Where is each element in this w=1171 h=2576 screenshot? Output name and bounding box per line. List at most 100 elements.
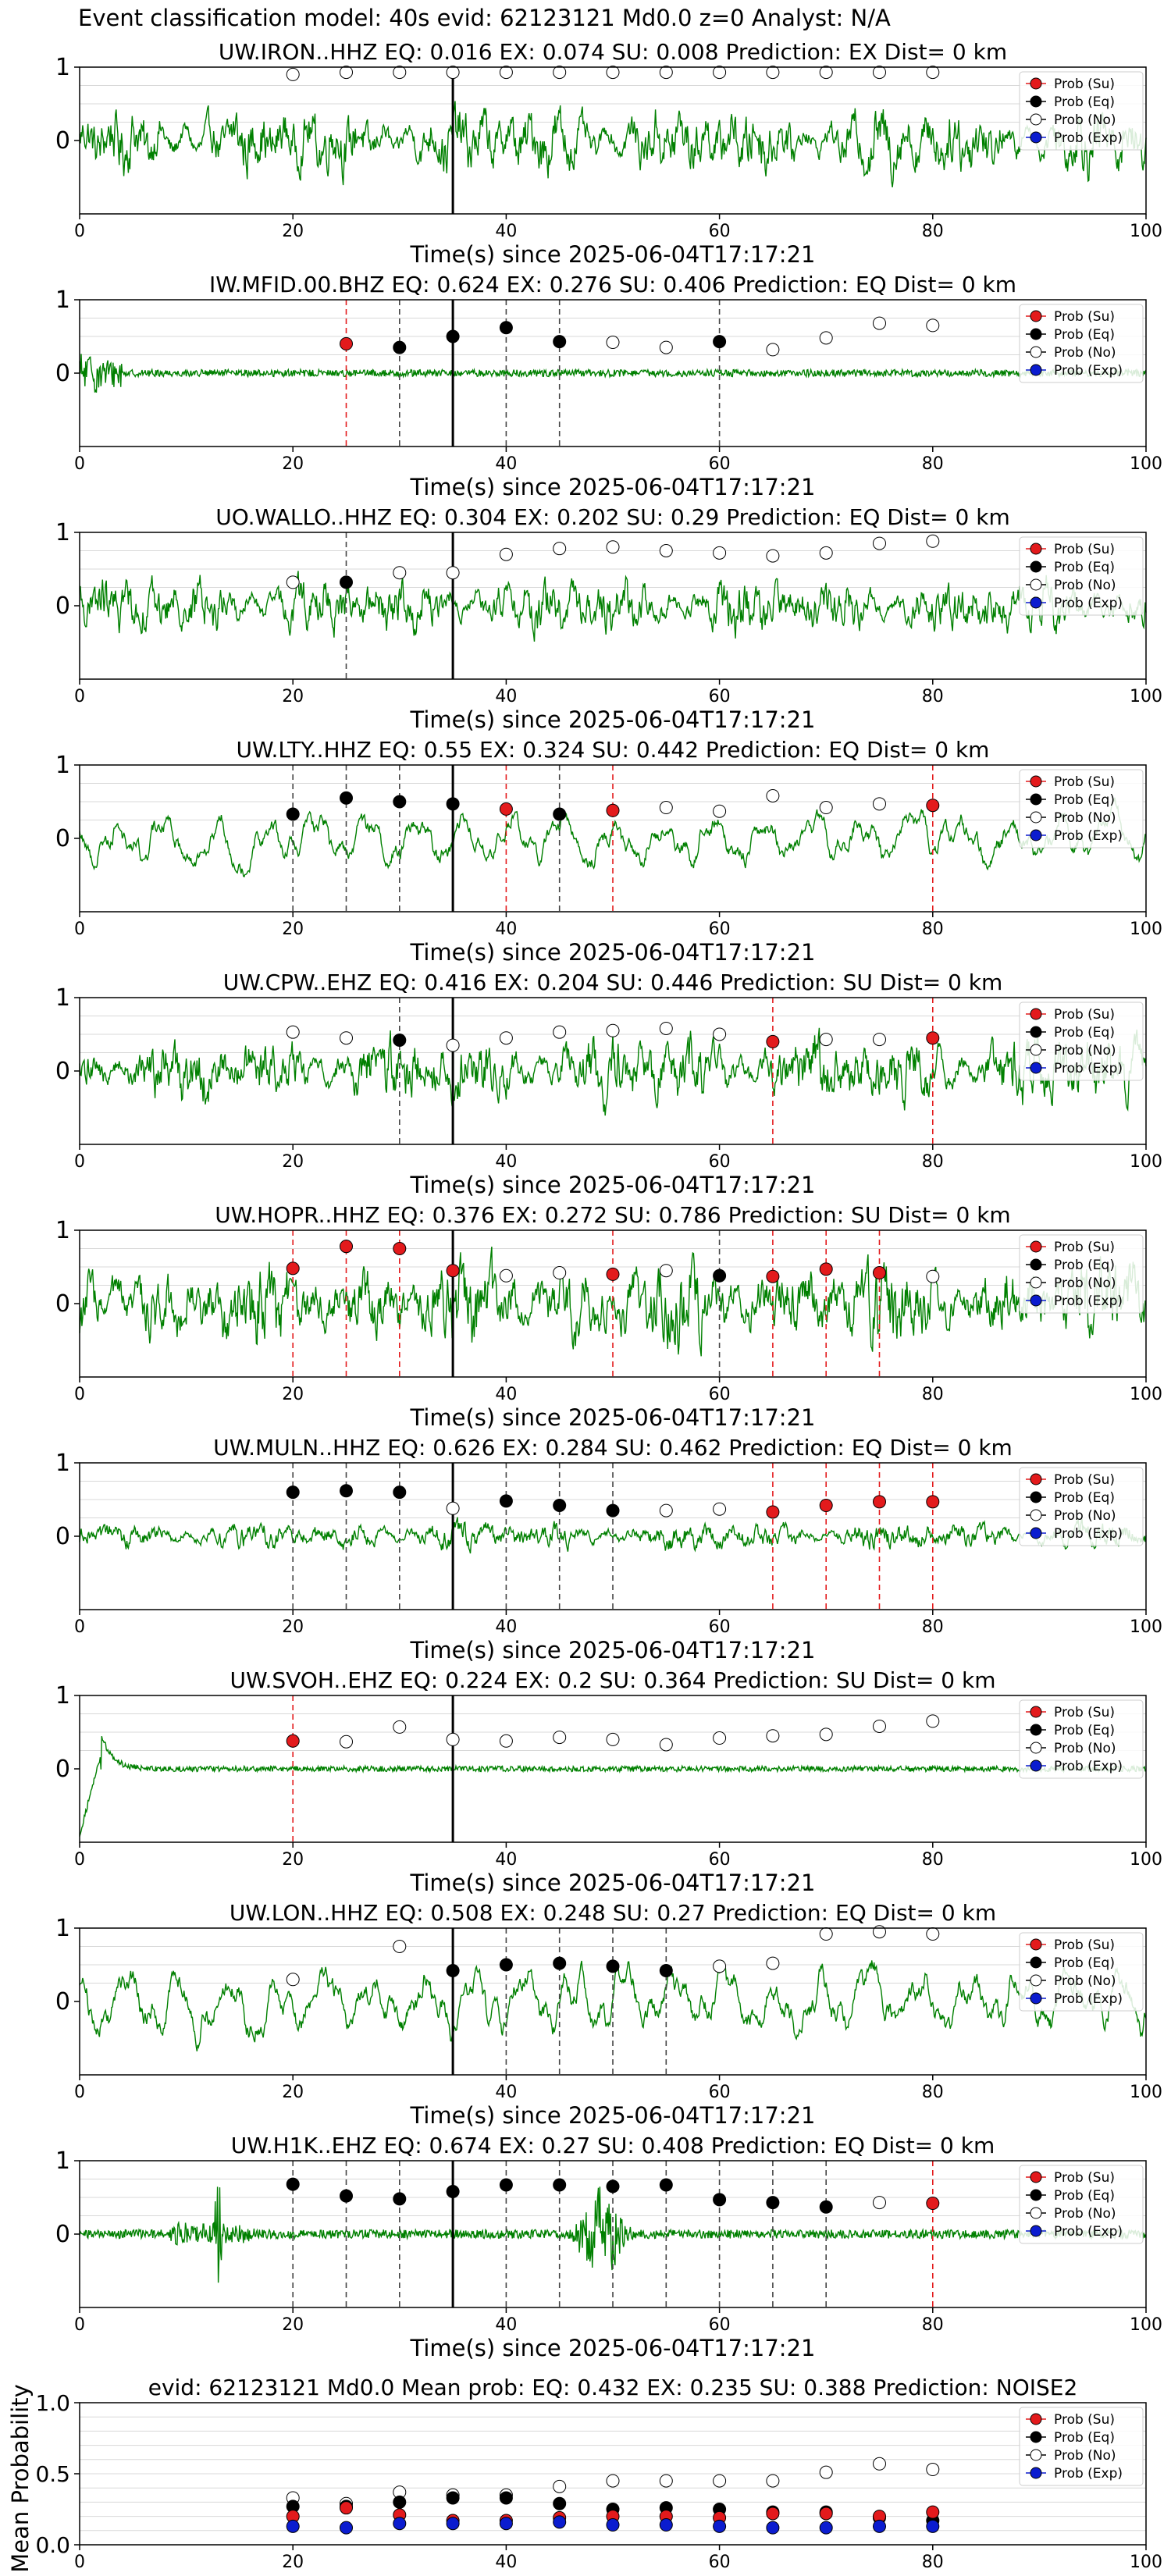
legend-label: Prob (No) [1054,578,1116,593]
x-axis-label: Time(s) since 2025-06-04T17:17:21 [410,706,816,733]
prob-point-eq [499,1958,513,1972]
legend: Prob (Su) Prob (Eq) Prob (No) Prob (Exp) [1019,769,1144,849]
legend-label: Prob (No) [1054,1276,1116,1291]
legend-marker [1030,775,1042,788]
prob-point-su [819,1262,833,1276]
prob-point-su [286,1261,300,1276]
legend-label: Prob (Su) [1054,542,1115,557]
y-tick-label: 1.0 [35,2390,70,2416]
x-tick-label: 80 [922,1385,944,1404]
panel-title: UW.H1K..EHZ EQ: 0.674 EX: 0.27 SU: 0.408… [231,2133,995,2158]
x-tick-label: 40 [495,2315,517,2335]
legend-marker [1030,560,1042,573]
prob-point-eq [286,2177,300,2191]
prob-point-no [926,1927,940,1941]
prob-point-eq [606,2179,620,2194]
prob-point-no [713,804,727,818]
mean-prob-point-eq [446,2491,460,2505]
prob-point-eq [713,1268,727,1283]
legend-marker [1030,1026,1042,1038]
y-tick-label: 1 [55,752,70,779]
legend-label: Prob (Su) [1054,2412,1115,2428]
x-tick-label: 40 [495,920,517,939]
legend-frame [1019,1002,1144,1081]
station-panel-4: UW.LTY..HHZ EQ: 0.55 EX: 0.324 SU: 0.442… [55,737,1162,966]
waveform-trace [79,1735,1147,1837]
mean-prob-point-no [926,2463,940,2477]
legend-label: Prob (Su) [1054,1240,1115,1255]
legend-label: Prob (Eq) [1054,327,1115,343]
prob-point-eq [286,807,300,821]
x-tick-label: 20 [282,2083,304,2102]
legend-marker [1030,578,1042,591]
x-tick-label: 60 [709,2553,731,2572]
prob-point-no [286,1973,300,1987]
mean-prob-point-exp [606,2518,620,2532]
y-tick-label: 0 [55,825,70,852]
waveform-trace [79,797,1147,878]
x-tick-label: 20 [282,2315,304,2335]
x-axis-label: Time(s) since 2025-06-04T17:17:21 [410,474,816,500]
prob-point-su [393,1242,407,1255]
x-tick-label: 20 [282,687,304,706]
x-tick-label: 100 [1130,1385,1162,1404]
y-tick-label: 0 [55,127,70,155]
prob-point-no [446,1501,460,1515]
legend-frame [1019,304,1144,383]
prob-point-no [659,1021,673,1035]
prob-point-su [819,1499,833,1513]
x-tick-label: 0 [74,1385,85,1404]
legend-marker [1030,77,1042,90]
mean-prob-point-su [926,2505,940,2519]
panel-title: evid: 62123121 Md0.0 Mean prob: EQ: 0.43… [148,2375,1078,2400]
y-tick-label: 1 [55,1915,70,1942]
legend-marker [1030,1258,1042,1271]
legend-marker [1030,2225,1042,2237]
legend-marker [1030,2413,1042,2425]
prob-point-eq [393,2192,407,2206]
x-tick-label: 20 [282,1385,304,1404]
prob-point-eq [553,1499,567,1513]
prob-point-no [393,1940,407,1953]
prob-point-su [340,336,353,350]
legend-label: Prob (Eq) [1054,1025,1115,1041]
x-tick-label: 80 [922,1850,944,1870]
legend-marker [1030,1742,1042,1754]
legend-label: Prob (No) [1054,345,1116,361]
panel-title: UW.CPW..EHZ EQ: 0.416 EX: 0.204 SU: 0.44… [223,970,1003,995]
x-tick-label: 0 [74,1850,85,1870]
legend-marker [1030,1062,1042,1074]
prob-point-no [819,801,833,815]
legend-label: Prob (No) [1054,1973,1116,1989]
legend-marker [1030,829,1042,841]
prob-point-su [340,1240,353,1254]
prob-point-no [553,66,567,80]
x-tick-label: 40 [495,222,517,241]
legend-marker [1030,1044,1042,1056]
mean-prob-point-eq [393,2495,407,2509]
prob-point-no [819,1727,833,1742]
prob-point-no [553,1266,567,1280]
x-tick-label: 40 [495,1385,517,1404]
x-tick-label: 80 [922,2553,944,2572]
prob-point-no [606,1732,620,1746]
prob-point-su [606,1267,620,1281]
x-axis-label: Time(s) since 2025-06-04T17:17:21 [410,1637,816,1663]
prob-point-no [873,1925,886,1939]
x-tick-label: 60 [709,1617,731,1637]
x-tick-label: 100 [1130,454,1162,474]
prob-point-no [659,66,673,80]
legend-marker [1030,364,1042,376]
x-tick-label: 0 [74,2083,85,2102]
waveform-trace [79,1027,1147,1116]
panel-title: UW.LON..HHZ EQ: 0.508 EX: 0.248 SU: 0.27… [230,1900,996,1926]
prob-point-no [446,1038,460,1052]
legend: Prob (Su) Prob (Eq) Prob (No) Prob (Exp) [1019,536,1144,616]
waveform-trace [79,1517,1147,1554]
waveform-trace [79,1960,1147,2051]
prob-point-no [926,534,940,548]
prob-point-no [393,66,407,80]
prob-point-eq [340,791,353,805]
prob-point-eq [713,335,727,349]
x-tick-label: 0 [74,2553,85,2572]
